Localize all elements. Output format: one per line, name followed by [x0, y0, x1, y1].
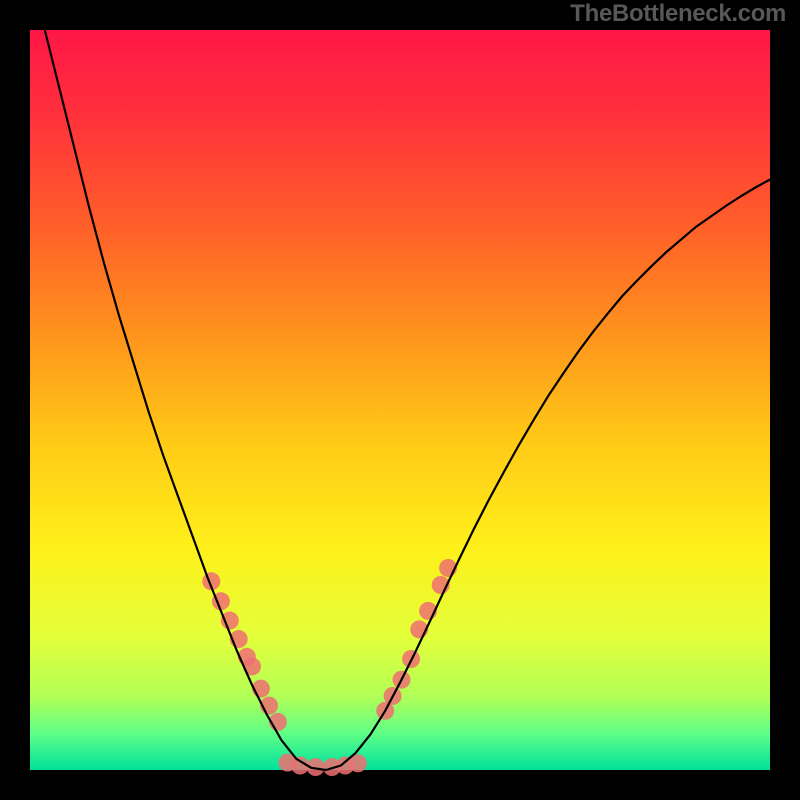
chart-container: TheBottleneck.com — [0, 0, 800, 800]
bottleneck-chart — [0, 0, 800, 800]
watermark-label: TheBottleneck.com — [570, 0, 786, 28]
plot-background — [30, 30, 770, 770]
data-marker — [221, 612, 239, 630]
